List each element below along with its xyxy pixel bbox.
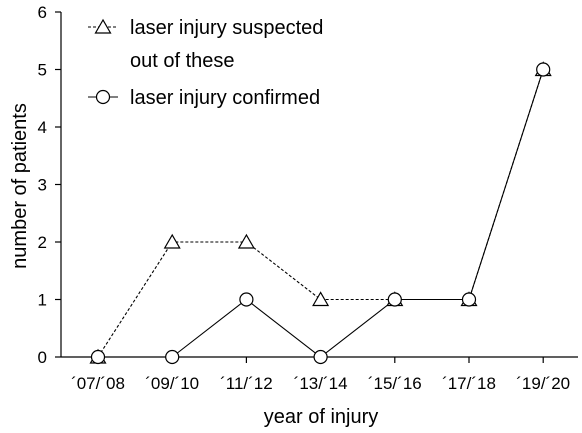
legend-circle-icon — [95, 89, 111, 105]
y-tick-label: 5 — [38, 61, 47, 80]
y-ticks: 0 1 2 3 4 5 6 — [38, 3, 61, 367]
circle-data-point — [536, 62, 551, 77]
legend-label-suspected: laser injury suspected — [130, 17, 323, 39]
circle-data-point — [461, 292, 477, 307]
x-tick-label: ´13/´14 — [294, 374, 348, 393]
circle-data-point — [90, 349, 106, 365]
y-tick-label: 2 — [38, 233, 47, 252]
legend-note: out of these — [130, 50, 235, 72]
legend-triangle-icon — [94, 18, 112, 34]
legend: laser injury suspected out of these lase… — [88, 17, 323, 109]
triangle-data-point — [163, 233, 181, 249]
x-tick-label: ´15/´16 — [368, 374, 422, 393]
dashed-series-line — [97, 69, 544, 358]
triangle-data-point — [312, 291, 330, 307]
y-tick-label: 0 — [38, 348, 47, 367]
circle-data-point — [387, 292, 402, 307]
x-tick-label: ´09/´10 — [145, 374, 199, 393]
x-tick-label: ´17/´18 — [442, 374, 496, 393]
circle-data-point — [239, 292, 254, 307]
series-markers — [89, 61, 552, 365]
x-tick-label: ´19/´20 — [516, 374, 570, 393]
x-tick-label: ´11/´12 — [220, 374, 273, 393]
series-lines — [97, 69, 544, 358]
y-tick-label: 3 — [38, 176, 47, 195]
y-axis-title: number of patients — [9, 103, 31, 269]
y-tick-label: 1 — [38, 291, 47, 310]
x-axis-title: year of injury — [264, 406, 379, 428]
x-ticks: ´07/´08 ´09/´10 ´11/´12 ´13/´14 ´15/´16 ´17/´… — [71, 357, 570, 393]
y-tick-label: 6 — [38, 3, 47, 22]
circle-data-point — [165, 349, 180, 365]
solid-series-line — [98, 69, 544, 358]
y-tick-label: 4 — [38, 118, 47, 137]
x-tick-label: ´07/´08 — [71, 374, 125, 393]
circle-data-point — [313, 349, 328, 365]
legend-label-confirmed: laser injury confirmed — [130, 87, 320, 109]
triangle-data-point — [237, 233, 255, 249]
